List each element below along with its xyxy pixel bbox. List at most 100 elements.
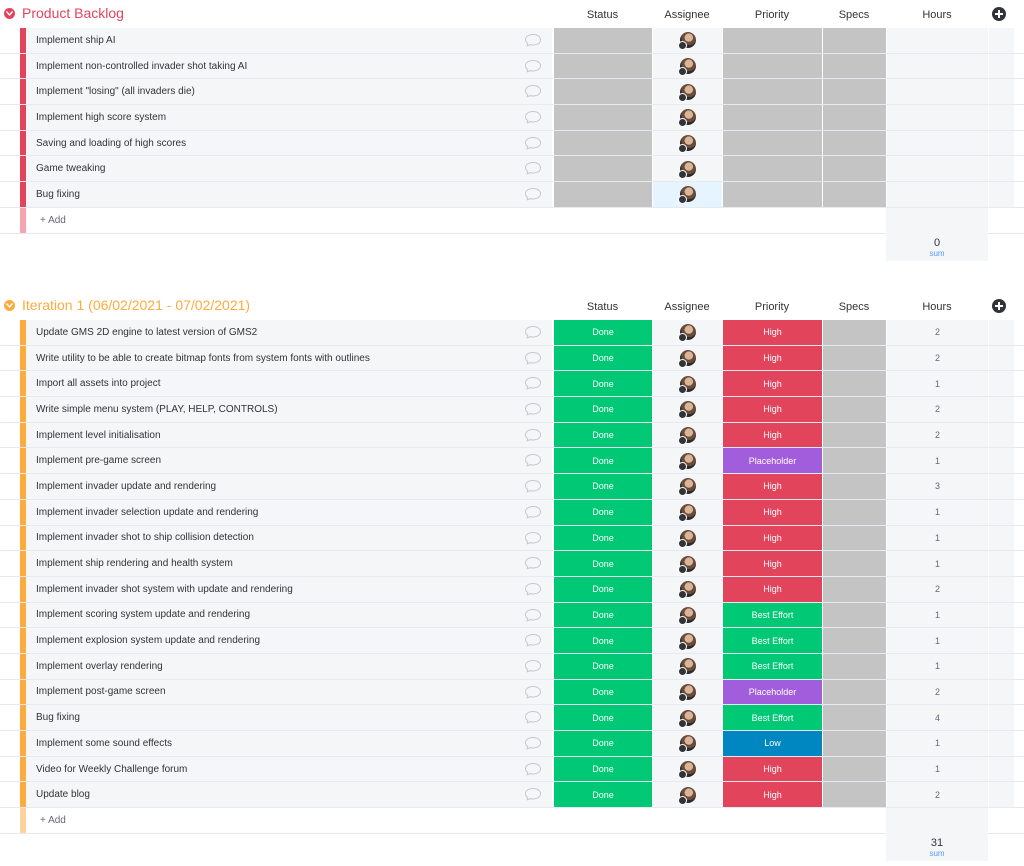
add-item-button[interactable]: + Add <box>40 214 66 226</box>
specs-cell[interactable] <box>822 679 886 705</box>
assignee-cell[interactable] <box>652 130 722 156</box>
comment-bubble-icon[interactable] <box>524 33 542 47</box>
column-header-assignee[interactable]: Assignee <box>664 301 710 313</box>
comment-bubble-icon[interactable] <box>524 659 542 673</box>
column-header-priority[interactable]: Priority <box>754 9 790 21</box>
specs-cell[interactable] <box>822 576 886 602</box>
hours-cell[interactable]: 1 <box>886 371 988 397</box>
group-title[interactable]: Product Backlog <box>22 5 124 21</box>
priority-cell[interactable]: High <box>722 499 822 525</box>
assignee-cell[interactable] <box>652 576 722 602</box>
item-name-cell[interactable]: Implement overlay rendering <box>26 653 552 679</box>
hours-cell[interactable]: 3 <box>886 474 988 499</box>
hours-cell[interactable] <box>886 105 988 130</box>
assignee-cell[interactable] <box>652 320 722 345</box>
specs-cell[interactable] <box>822 156 886 182</box>
hours-cell[interactable]: 4 <box>886 705 988 730</box>
item-name-cell[interactable]: Game tweaking <box>26 156 552 182</box>
add-column-icon[interactable] <box>992 299 1006 313</box>
item-name-cell[interactable]: Write utility to be able to create bitma… <box>26 345 552 371</box>
status-cell[interactable]: Done <box>553 731 652 756</box>
priority-cell[interactable]: Best Effort <box>722 653 822 679</box>
status-cell[interactable] <box>553 28 652 53</box>
hours-cell[interactable]: 1 <box>886 602 988 628</box>
hours-cell[interactable]: 2 <box>886 782 988 808</box>
item-name-cell[interactable]: Implement ship AI <box>26 28 552 53</box>
assignee-cell[interactable] <box>652 499 722 525</box>
priority-cell[interactable]: High <box>722 397 822 422</box>
status-cell[interactable] <box>553 156 652 182</box>
status-cell[interactable] <box>553 53 652 79</box>
hours-cell[interactable]: 1 <box>886 499 988 525</box>
group-title[interactable]: Iteration 1 (06/02/2021 - 07/02/2021) <box>22 297 251 313</box>
item-name-cell[interactable]: Implement explosion system update and re… <box>26 628 552 653</box>
collapse-toggle-icon[interactable] <box>4 300 15 311</box>
status-cell[interactable]: Done <box>553 756 652 782</box>
item-name-cell[interactable]: Implement post-game screen <box>26 679 552 705</box>
hours-cell[interactable] <box>886 182 988 207</box>
comment-bubble-icon[interactable] <box>524 428 542 442</box>
hours-cell[interactable]: 2 <box>886 345 988 371</box>
priority-cell[interactable] <box>722 130 822 156</box>
item-name-cell[interactable]: Implement non-controlled invader shot ta… <box>26 53 552 79</box>
specs-cell[interactable] <box>822 551 886 576</box>
priority-cell[interactable]: High <box>722 756 822 782</box>
status-cell[interactable]: Done <box>553 474 652 499</box>
status-cell[interactable]: Done <box>553 525 652 551</box>
specs-cell[interactable] <box>822 320 886 345</box>
hours-cell[interactable]: 2 <box>886 320 988 345</box>
specs-cell[interactable] <box>822 756 886 782</box>
comment-bubble-icon[interactable] <box>524 479 542 493</box>
item-name-cell[interactable]: Bug fixing <box>26 705 552 730</box>
comment-bubble-icon[interactable] <box>524 351 542 365</box>
hours-cell[interactable]: 1 <box>886 448 988 474</box>
status-cell[interactable]: Done <box>553 653 652 679</box>
priority-cell[interactable]: Placeholder <box>722 679 822 705</box>
priority-cell[interactable]: High <box>722 576 822 602</box>
comment-bubble-icon[interactable] <box>524 136 542 150</box>
assignee-cell[interactable] <box>652 602 722 628</box>
assignee-cell[interactable] <box>652 79 722 105</box>
specs-cell[interactable] <box>822 345 886 371</box>
comment-bubble-icon[interactable] <box>524 608 542 622</box>
item-name-cell[interactable]: Update GMS 2D engine to latest version o… <box>26 320 552 345</box>
status-cell[interactable]: Done <box>553 499 652 525</box>
assignee-cell[interactable] <box>652 182 722 207</box>
item-name-cell[interactable]: Bug fixing <box>26 182 552 207</box>
comment-bubble-icon[interactable] <box>524 110 542 124</box>
collapse-toggle-icon[interactable] <box>4 8 15 19</box>
assignee-cell[interactable] <box>652 448 722 474</box>
status-cell[interactable]: Done <box>553 551 652 576</box>
status-cell[interactable]: Done <box>553 602 652 628</box>
specs-cell[interactable] <box>822 182 886 207</box>
priority-cell[interactable] <box>722 79 822 105</box>
assignee-cell[interactable] <box>652 28 722 53</box>
comment-bubble-icon[interactable] <box>524 531 542 545</box>
hours-cell[interactable]: 1 <box>886 628 988 653</box>
priority-cell[interactable]: High <box>722 320 822 345</box>
priority-cell[interactable]: Placeholder <box>722 448 822 474</box>
assignee-cell[interactable] <box>652 397 722 422</box>
status-cell[interactable]: Done <box>553 448 652 474</box>
item-name-cell[interactable]: Implement ship rendering and health syst… <box>26 551 552 576</box>
assignee-cell[interactable] <box>652 731 722 756</box>
hours-cell[interactable]: 1 <box>886 525 988 551</box>
comment-bubble-icon[interactable] <box>524 402 542 416</box>
priority-cell[interactable]: High <box>722 422 822 448</box>
priority-cell[interactable]: High <box>722 345 822 371</box>
comment-bubble-icon[interactable] <box>524 556 542 570</box>
status-cell[interactable] <box>553 182 652 207</box>
priority-cell[interactable]: High <box>722 551 822 576</box>
comment-bubble-icon[interactable] <box>524 187 542 201</box>
assignee-cell[interactable] <box>652 653 722 679</box>
comment-bubble-icon[interactable] <box>524 685 542 699</box>
item-name-cell[interactable]: Implement some sound effects <box>26 731 552 756</box>
status-cell[interactable] <box>553 79 652 105</box>
status-cell[interactable]: Done <box>553 371 652 397</box>
column-header-priority[interactable]: Priority <box>754 301 790 313</box>
add-column-icon[interactable] <box>992 7 1006 21</box>
specs-cell[interactable] <box>822 105 886 130</box>
hours-cell[interactable]: 1 <box>886 653 988 679</box>
column-header-hours[interactable]: Hours <box>922 301 952 313</box>
priority-cell[interactable]: High <box>722 371 822 397</box>
